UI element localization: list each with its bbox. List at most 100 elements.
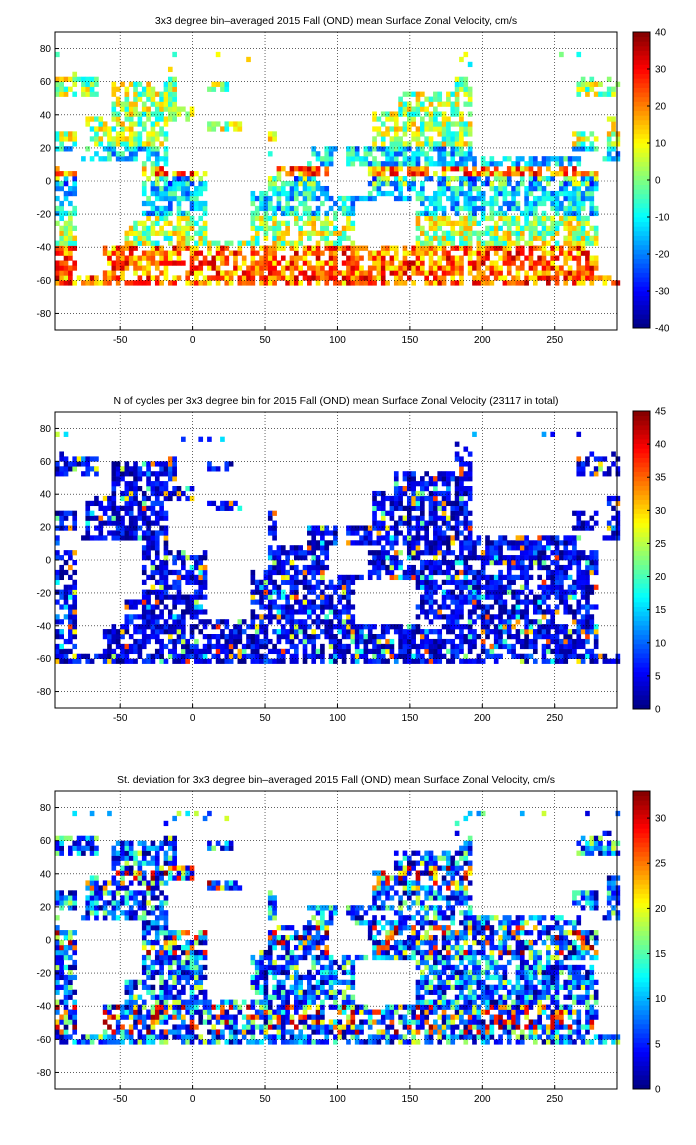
data-cell (181, 575, 186, 580)
data-cell (437, 506, 442, 511)
data-cell (116, 471, 121, 476)
data-cell (129, 241, 134, 246)
data-cell (168, 629, 173, 634)
data-cell (142, 511, 147, 516)
data-cell (437, 634, 442, 639)
data-cell (611, 87, 616, 92)
data-cell (377, 521, 382, 526)
data-cell (446, 181, 451, 186)
data-cell (524, 280, 529, 285)
data-cell (129, 481, 134, 486)
data-cell (203, 585, 208, 590)
data-cell (585, 146, 590, 151)
data-cell (390, 265, 395, 270)
data-cell (320, 649, 325, 654)
data-cell (463, 540, 468, 545)
data-cell (555, 595, 560, 600)
data-cell (94, 141, 99, 146)
data-cell (172, 231, 177, 236)
data-cell (90, 516, 95, 521)
data-cell (324, 166, 329, 171)
data-cell (342, 260, 347, 265)
data-cell (507, 590, 512, 595)
data-cell (133, 156, 138, 161)
data-cell (264, 236, 269, 241)
data-cell (120, 156, 125, 161)
data-cell (516, 206, 521, 211)
data-cell (142, 280, 147, 285)
data-cell (190, 226, 195, 231)
data-cell (155, 496, 160, 501)
data-cell (264, 226, 269, 231)
data-cell (233, 251, 238, 256)
data-cell (394, 624, 399, 629)
data-cell (142, 580, 147, 585)
data-cell (520, 246, 525, 251)
data-cell (463, 181, 468, 186)
data-cell (607, 156, 612, 161)
data-cell (59, 171, 64, 176)
data-cell (576, 87, 581, 92)
data-cell (59, 456, 64, 461)
data-cell (594, 565, 599, 570)
data-cell (259, 624, 264, 629)
data-cell (211, 654, 216, 659)
data-cell (111, 535, 116, 540)
data-cell (416, 221, 421, 226)
data-cell (398, 491, 403, 496)
data-cell (507, 580, 512, 585)
data-cell (81, 280, 86, 285)
data-cell (416, 649, 421, 654)
data-cell (290, 206, 295, 211)
data-cell (372, 491, 377, 496)
data-cell (359, 654, 364, 659)
data-cell (190, 270, 195, 275)
data-cell (485, 535, 490, 540)
data-cell (463, 555, 468, 560)
data-cell (320, 186, 325, 191)
data-cell (463, 226, 468, 231)
data-cell (316, 206, 321, 211)
data-cell (429, 516, 434, 521)
data-cell (311, 151, 316, 156)
data-cell (442, 176, 447, 181)
data-cell (342, 619, 347, 624)
data-cell (172, 659, 177, 664)
data-cell (164, 545, 169, 550)
data-cell (168, 206, 173, 211)
data-cell (568, 649, 573, 654)
data-cell (394, 555, 399, 560)
data-cell (463, 231, 468, 236)
data-cell (524, 196, 529, 201)
data-cell (385, 496, 390, 501)
data-cell (155, 246, 160, 251)
data-cell (224, 624, 229, 629)
data-cell (594, 644, 599, 649)
data-cell (177, 654, 182, 659)
data-cell (294, 565, 299, 570)
data-cell (403, 516, 408, 521)
data-cell (264, 595, 269, 600)
data-cell (450, 131, 455, 136)
data-cell (442, 206, 447, 211)
data-cell (172, 171, 177, 176)
data-cell (372, 186, 377, 191)
data-cell (198, 265, 203, 270)
data-cell (207, 644, 212, 649)
data-cell (164, 211, 169, 216)
data-cell (94, 151, 99, 156)
data-cell (481, 550, 486, 555)
data-cell (524, 256, 529, 261)
data-cell (85, 456, 90, 461)
data-cell (472, 206, 477, 211)
data-cell (181, 107, 186, 112)
data-cell (468, 102, 473, 107)
data-cell (490, 186, 495, 191)
data-cell (168, 116, 173, 121)
data-cell (138, 501, 143, 506)
data-cell (503, 619, 508, 624)
data-cell (559, 575, 564, 580)
data-cell (64, 511, 69, 516)
data-cell (151, 221, 156, 226)
data-cell (142, 87, 147, 92)
